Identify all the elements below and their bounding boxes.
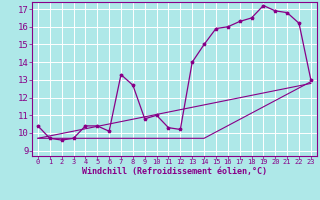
X-axis label: Windchill (Refroidissement éolien,°C): Windchill (Refroidissement éolien,°C) xyxy=(82,167,267,176)
